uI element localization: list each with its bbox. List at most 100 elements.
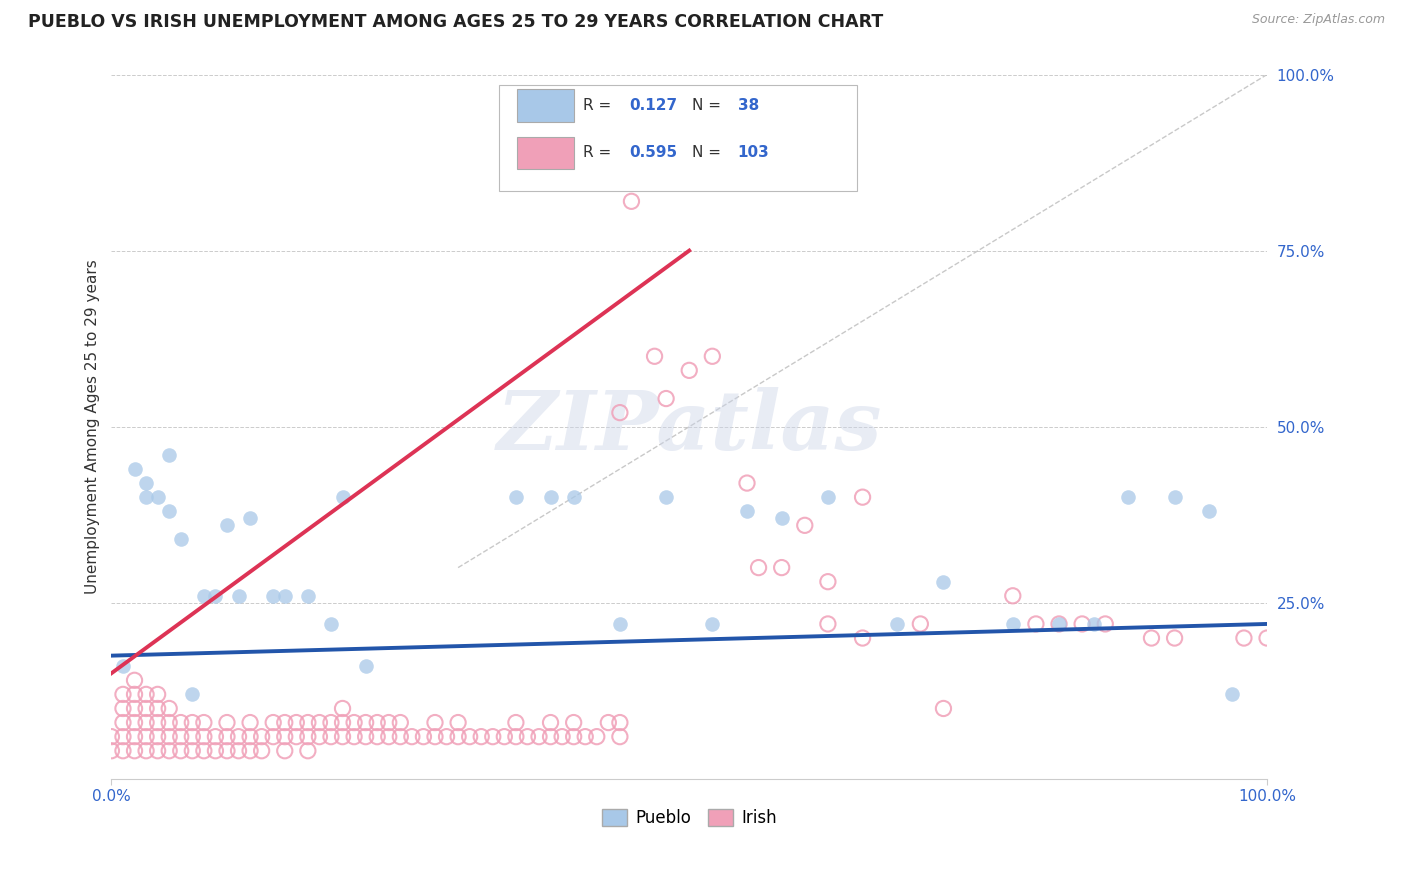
Text: 0.127: 0.127 (628, 98, 678, 113)
Point (609, 730, 631, 744)
Point (297, 730, 319, 744)
Point (423, 715, 446, 730)
Y-axis label: Unemployment Among Ages 25 to 29 years: Unemployment Among Ages 25 to 29 years (86, 260, 100, 594)
Point (146, 730, 169, 744)
Point (135, 730, 157, 744)
Point (343, 715, 366, 730)
Point (735, 476, 758, 491)
Point (609, 616, 631, 631)
Point (551, 730, 574, 744)
Point (378, 715, 401, 730)
Point (111, 715, 134, 730)
Point (124, 744, 146, 758)
Point (702, 349, 724, 363)
Point (436, 730, 458, 744)
Point (285, 715, 308, 730)
Point (204, 730, 226, 744)
Point (135, 476, 157, 491)
Point (505, 730, 527, 744)
Point (1083, 616, 1105, 631)
Text: ZIPatlas: ZIPatlas (496, 387, 882, 467)
Point (215, 518, 238, 533)
Point (1118, 490, 1140, 504)
Point (250, 730, 273, 744)
Point (354, 659, 377, 673)
Point (239, 730, 262, 744)
Point (228, 744, 250, 758)
Point (332, 715, 354, 730)
Point (204, 589, 226, 603)
Point (274, 744, 297, 758)
Point (1233, 631, 1256, 645)
Point (204, 744, 226, 758)
Point (250, 744, 273, 758)
Point (181, 687, 204, 701)
Point (146, 701, 169, 715)
Point (932, 701, 955, 715)
Point (609, 715, 631, 730)
Point (412, 730, 434, 744)
Point (319, 616, 342, 631)
Point (157, 504, 180, 518)
Point (505, 490, 527, 504)
Point (111, 687, 134, 701)
Point (274, 730, 297, 744)
Point (851, 631, 873, 645)
Point (1047, 616, 1070, 631)
Point (644, 349, 666, 363)
Point (1047, 616, 1070, 631)
Point (1198, 504, 1220, 518)
Text: R =: R = (583, 98, 616, 113)
Point (354, 715, 377, 730)
Point (170, 744, 193, 758)
Point (193, 715, 215, 730)
Point (620, 166, 643, 180)
Point (262, 730, 284, 744)
Point (124, 687, 146, 701)
Point (170, 533, 193, 547)
Point (1163, 490, 1185, 504)
Point (274, 715, 297, 730)
Text: 103: 103 (738, 145, 769, 161)
Point (135, 701, 157, 715)
Point (910, 616, 932, 631)
Point (228, 730, 250, 744)
Point (1001, 589, 1024, 603)
Text: R =: R = (583, 145, 616, 161)
Point (100, 744, 122, 758)
Point (343, 730, 366, 744)
Point (146, 744, 169, 758)
Point (458, 730, 481, 744)
Point (146, 687, 169, 701)
Point (748, 560, 770, 574)
Text: 38: 38 (738, 98, 759, 113)
Point (297, 589, 319, 603)
FancyBboxPatch shape (499, 85, 856, 191)
Text: 0.595: 0.595 (628, 145, 678, 161)
Point (274, 589, 297, 603)
Point (239, 744, 262, 758)
Point (1071, 616, 1094, 631)
Point (401, 730, 423, 744)
Point (1140, 631, 1163, 645)
Point (562, 490, 585, 504)
Point (215, 730, 238, 744)
Point (111, 701, 134, 715)
Point (447, 730, 470, 744)
Point (1025, 616, 1047, 631)
Point (540, 715, 562, 730)
Point (770, 560, 793, 574)
Point (319, 715, 342, 730)
Point (562, 730, 585, 744)
Point (100, 730, 122, 744)
Legend: Pueblo, Irish: Pueblo, Irish (595, 803, 783, 834)
Point (770, 511, 793, 525)
Point (135, 687, 157, 701)
Point (505, 715, 527, 730)
Point (609, 406, 631, 420)
Point (228, 589, 250, 603)
Point (932, 574, 955, 589)
Point (135, 744, 157, 758)
Text: Source: ZipAtlas.com: Source: ZipAtlas.com (1251, 13, 1385, 27)
Point (366, 730, 388, 744)
